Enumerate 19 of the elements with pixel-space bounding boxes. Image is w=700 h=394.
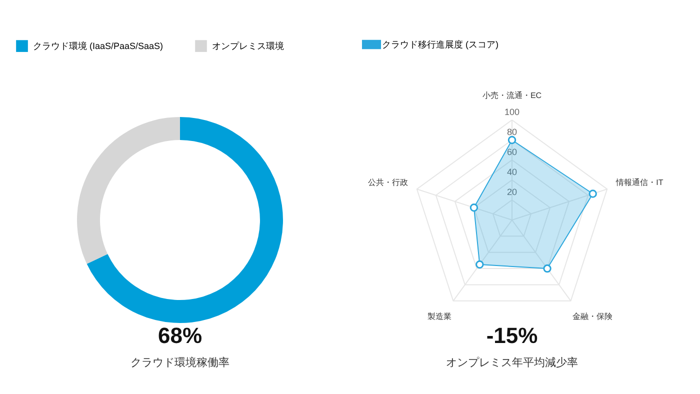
spoke-label: 公共・行政 bbox=[368, 178, 408, 187]
legend-label: クラウド環境 (IaaS/PaaS/SaaS) bbox=[33, 41, 164, 52]
spoke-label: 小売・流通・EC bbox=[482, 91, 542, 100]
spoke-label: 金融・保険 bbox=[572, 312, 613, 322]
spoke-label: 製造業 bbox=[427, 312, 452, 322]
donut-slice bbox=[77, 117, 180, 264]
text: クラウド環境稼働率 bbox=[130, 356, 230, 369]
text: -15% bbox=[486, 323, 538, 348]
text: 68% bbox=[158, 323, 202, 348]
y-tick-label: 60 bbox=[506, 147, 518, 157]
y-tick-label: 20 bbox=[506, 187, 518, 197]
text: オンプレミス年平均減少率 bbox=[446, 356, 578, 369]
legend-label: クラウド移行進展度 (スコア) bbox=[382, 40, 498, 50]
y-tick-label: 80 bbox=[506, 127, 518, 137]
spoke-label: 情報通信・IT bbox=[615, 178, 664, 187]
y-tick-label: 100 bbox=[504, 107, 520, 117]
y-tick-label: 40 bbox=[506, 167, 518, 177]
donut-slice bbox=[86, 117, 283, 323]
legend-label: オンプレミス環境 bbox=[212, 41, 284, 52]
